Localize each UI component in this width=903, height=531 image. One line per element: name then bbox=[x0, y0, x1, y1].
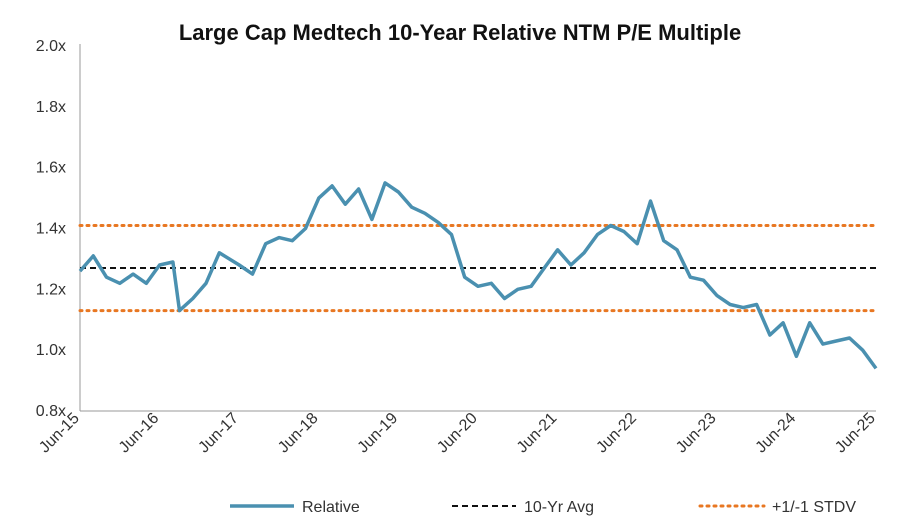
legend: Relative 10-Yr Avg +1/-1 STDV bbox=[230, 499, 856, 516]
x-tick-label: Jun-24 bbox=[753, 410, 800, 457]
series-layer bbox=[78, 181, 878, 370]
legend-label: +1/-1 STDV bbox=[772, 499, 856, 516]
x-tick-label: Jun-16 bbox=[116, 410, 163, 457]
x-axis-ticks: Jun-15 Jun-16 Jun-17 Jun-18 Jun-19 Jun-20 Jun-… bbox=[36, 410, 879, 457]
x-tick-label: Jun-17 bbox=[195, 410, 242, 457]
x-tick-label: Jun-20 bbox=[434, 410, 481, 457]
y-tick-label: 0.8x bbox=[36, 403, 66, 420]
y-tick-label: 2.0x bbox=[36, 38, 66, 55]
y-tick-label: 1.8x bbox=[36, 99, 66, 116]
y-tick-label: 1.2x bbox=[36, 281, 66, 298]
chart-title: Large Cap Medtech 10-Year Relative NTM P… bbox=[179, 20, 741, 45]
y-tick-label: 1.6x bbox=[36, 160, 66, 177]
x-tick-label: Jun-21 bbox=[514, 410, 561, 457]
y-tick-label: 1.0x bbox=[36, 342, 66, 359]
x-tick-label: Jun-22 bbox=[593, 410, 640, 457]
y-axis-ticks: 0.8x 1.0x 1.2x 1.4x 1.6x 1.8x 2.0x bbox=[36, 38, 66, 420]
x-tick-label: Jun-18 bbox=[275, 410, 322, 457]
x-tick-label: Jun-23 bbox=[673, 410, 720, 457]
x-tick-label: Jun-25 bbox=[832, 410, 879, 457]
legend-label: 10-Yr Avg bbox=[524, 499, 594, 516]
series-relative-line bbox=[78, 181, 878, 370]
x-tick-label: Jun-19 bbox=[355, 410, 402, 457]
y-tick-label: 1.4x bbox=[36, 221, 66, 238]
legend-label: Relative bbox=[302, 499, 360, 516]
